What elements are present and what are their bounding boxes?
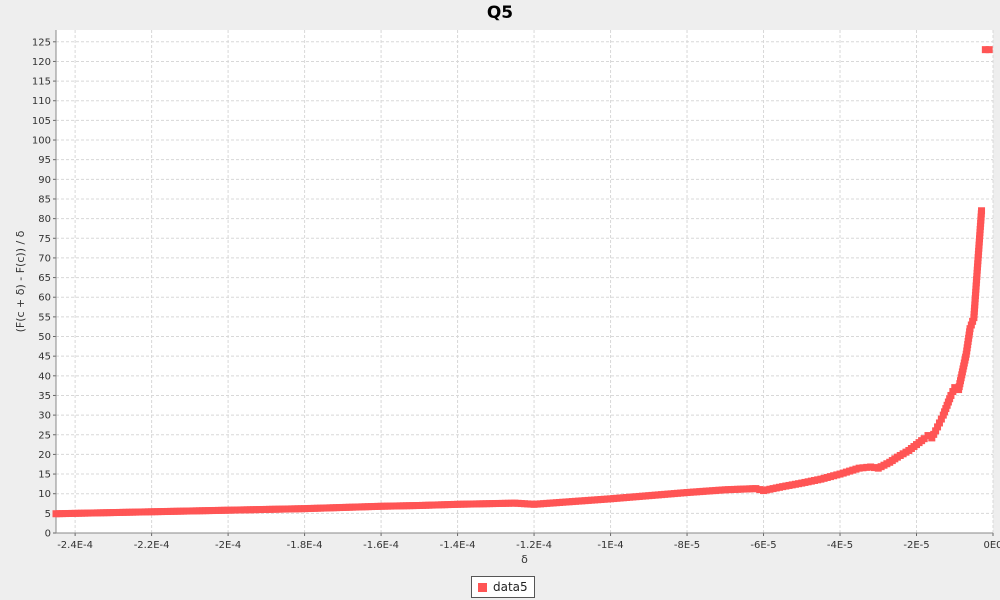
y-tick-label: 70 <box>38 253 51 264</box>
y-tick-label: 10 <box>38 489 51 500</box>
data-point <box>867 463 875 471</box>
y-tick-label: 125 <box>32 37 51 48</box>
x-tick-label: -1E-4 <box>597 540 623 551</box>
data-point <box>863 463 871 471</box>
data-point <box>920 435 928 443</box>
y-tick-label: 35 <box>38 391 51 402</box>
data-point <box>756 486 764 494</box>
y-tick-label: 30 <box>38 411 51 422</box>
y-tick-label: 65 <box>38 273 51 284</box>
x-tick-label: -8E-5 <box>674 540 700 551</box>
plot-area <box>56 30 993 533</box>
x-axis-label: δ <box>521 553 528 566</box>
data-point <box>859 464 867 472</box>
y-tick-label: 95 <box>38 155 51 166</box>
x-tick-label: -2E-4 <box>215 540 241 551</box>
y-tick-label: 5 <box>45 509 51 520</box>
y-tick-label: 60 <box>38 293 51 304</box>
data-point <box>949 388 957 396</box>
data-point <box>935 419 943 427</box>
x-tick-label: -1.8E-4 <box>287 540 323 551</box>
data-point <box>937 415 945 423</box>
grid-lines <box>56 30 994 533</box>
y-tick-label: 85 <box>38 194 51 205</box>
legend-label: data5 <box>493 580 528 594</box>
x-tick-label: -2.4E-4 <box>57 540 93 551</box>
x-tick-label: -1.2E-4 <box>516 540 552 551</box>
x-tick-label: -4E-5 <box>827 540 853 551</box>
data-point <box>967 321 975 329</box>
y-tick-label: 75 <box>38 234 51 245</box>
y-tick-label: 55 <box>38 312 51 323</box>
data-point <box>752 485 760 493</box>
data-point <box>932 427 940 435</box>
y-tick-label: 80 <box>38 214 51 225</box>
axes: 0 5 10 15 20 25 30 35 40 45 50 55 60 65 70 75 80 85 90 95 10… <box>32 30 1000 551</box>
y-tick-label: 110 <box>32 96 51 107</box>
y-tick-label: 90 <box>38 175 51 186</box>
data-point <box>934 423 942 431</box>
data-point <box>978 207 986 215</box>
y-tick-label: 45 <box>38 352 51 363</box>
legend: data5 <box>471 576 535 598</box>
chart-title: Q5 <box>486 3 514 23</box>
y-tick-label: 115 <box>32 77 51 88</box>
legend-swatch-icon <box>478 582 487 592</box>
y-tick-label: 50 <box>38 332 51 343</box>
data-point <box>985 46 993 54</box>
data-point <box>951 384 959 392</box>
y-tick-label: 40 <box>38 371 51 382</box>
data-point <box>928 434 936 442</box>
x-tick-label: 0E0 <box>983 540 1000 551</box>
x-tick-label: -2E-5 <box>903 540 929 551</box>
data-points <box>52 46 993 518</box>
y-tick-label: 120 <box>32 57 51 68</box>
y-tick-label: 105 <box>32 116 51 127</box>
data-point <box>969 317 977 325</box>
data-point <box>966 325 974 333</box>
data-point <box>981 46 989 54</box>
x-tick-label: -2.2E-4 <box>134 540 170 551</box>
x-tick-label: -6E-5 <box>750 540 776 551</box>
data-point <box>930 430 938 438</box>
data-point <box>924 432 932 440</box>
y-tick-label: 20 <box>38 450 51 461</box>
data-point <box>855 464 863 472</box>
x-tick-label: -1.4E-4 <box>440 540 476 551</box>
y-axis-label: (F(c + δ) - F(c)) / δ <box>14 230 27 332</box>
y-tick-label: 100 <box>32 136 51 147</box>
data-point <box>947 391 955 399</box>
x-tick-label: -1.6E-4 <box>363 540 399 551</box>
y-tick-label: 0 <box>45 529 51 540</box>
y-tick-label: 15 <box>38 470 51 481</box>
data-point <box>870 464 878 472</box>
y-tick-label: 25 <box>38 430 51 441</box>
